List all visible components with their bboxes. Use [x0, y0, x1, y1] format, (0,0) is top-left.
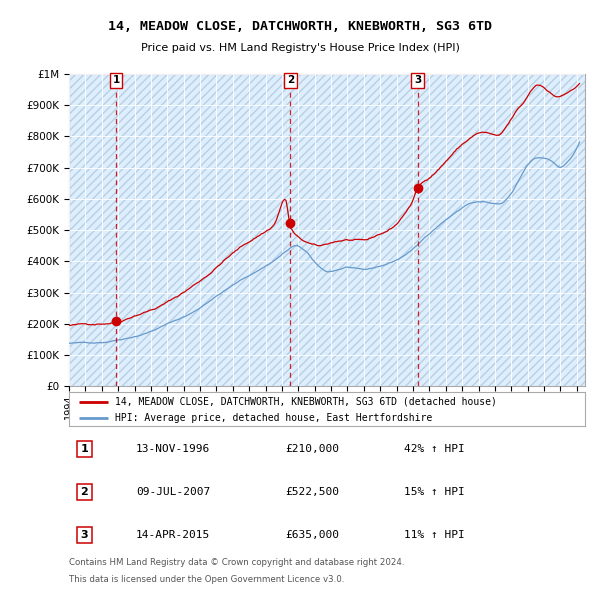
Text: 1: 1: [112, 76, 120, 86]
Text: 2: 2: [80, 487, 88, 497]
Text: £210,000: £210,000: [286, 444, 340, 454]
Text: 42% ↑ HPI: 42% ↑ HPI: [404, 444, 465, 454]
Text: 14, MEADOW CLOSE, DATCHWORTH, KNEBWORTH, SG3 6TD (detached house): 14, MEADOW CLOSE, DATCHWORTH, KNEBWORTH,…: [115, 396, 497, 407]
Text: £522,500: £522,500: [286, 487, 340, 497]
Text: HPI: Average price, detached house, East Hertfordshire: HPI: Average price, detached house, East…: [115, 412, 433, 422]
Text: 2: 2: [287, 76, 294, 86]
Text: 14, MEADOW CLOSE, DATCHWORTH, KNEBWORTH, SG3 6TD: 14, MEADOW CLOSE, DATCHWORTH, KNEBWORTH,…: [108, 20, 492, 33]
Text: 15% ↑ HPI: 15% ↑ HPI: [404, 487, 465, 497]
Text: Price paid vs. HM Land Registry's House Price Index (HPI): Price paid vs. HM Land Registry's House …: [140, 44, 460, 53]
Text: 14-APR-2015: 14-APR-2015: [136, 530, 211, 540]
Text: £635,000: £635,000: [286, 530, 340, 540]
Text: 3: 3: [414, 76, 421, 86]
Text: 09-JUL-2007: 09-JUL-2007: [136, 487, 211, 497]
Text: 11% ↑ HPI: 11% ↑ HPI: [404, 530, 465, 540]
Text: Contains HM Land Registry data © Crown copyright and database right 2024.: Contains HM Land Registry data © Crown c…: [69, 558, 404, 566]
Text: 1: 1: [80, 444, 88, 454]
Text: This data is licensed under the Open Government Licence v3.0.: This data is licensed under the Open Gov…: [69, 575, 344, 584]
Text: 3: 3: [80, 530, 88, 540]
Text: 13-NOV-1996: 13-NOV-1996: [136, 444, 211, 454]
